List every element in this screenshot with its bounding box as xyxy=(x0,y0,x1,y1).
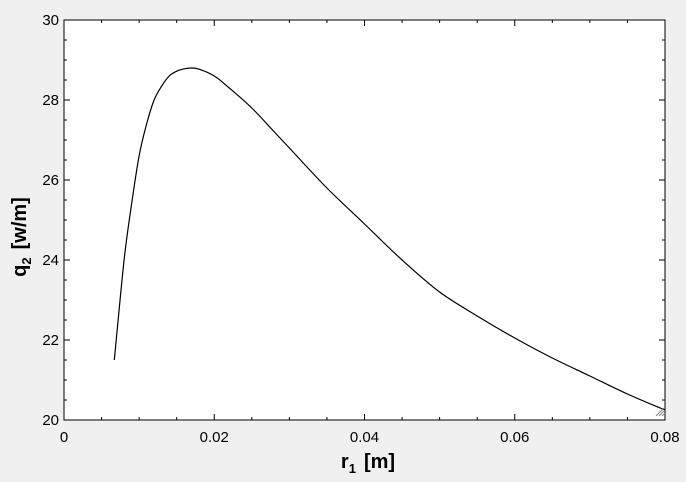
data-series-line xyxy=(113,67,666,411)
y-axis-label-subscript: 2 xyxy=(19,257,34,264)
y-tick-label: 20 xyxy=(42,412,59,429)
y-tick-label: 24 xyxy=(42,252,59,269)
tick-labels: 0 0.02 0.04 0.06 0.08 20 22 24 26 28 30 xyxy=(42,12,679,446)
resize-grip-icon[interactable] xyxy=(655,407,665,417)
x-axis-label-main: r xyxy=(341,451,349,473)
y-tick-label: 28 xyxy=(42,92,59,109)
y-tick-label: 22 xyxy=(42,332,59,349)
x-axis-label: r1 [m] xyxy=(341,451,395,476)
plot-area xyxy=(63,19,666,421)
x-tick-label: 0.02 xyxy=(200,429,229,446)
x-tick-label: 0.06 xyxy=(500,429,529,446)
y-axis-label-unit: [w/m] xyxy=(9,197,31,249)
y-axis-label: q2 [w/m] xyxy=(9,197,34,277)
x-tick-label: 0.04 xyxy=(350,429,379,446)
x-tick-label: 0 xyxy=(60,429,68,446)
y-tick-label: 26 xyxy=(42,172,59,189)
y-axis-label-main: q xyxy=(9,265,31,277)
axis-ticks xyxy=(63,19,666,421)
y-tick-label: 30 xyxy=(42,12,59,29)
x-axis-label-unit: [m] xyxy=(364,451,395,473)
x-axis-label-subscript: 1 xyxy=(349,461,356,476)
x-tick-label: 0.08 xyxy=(650,429,679,446)
